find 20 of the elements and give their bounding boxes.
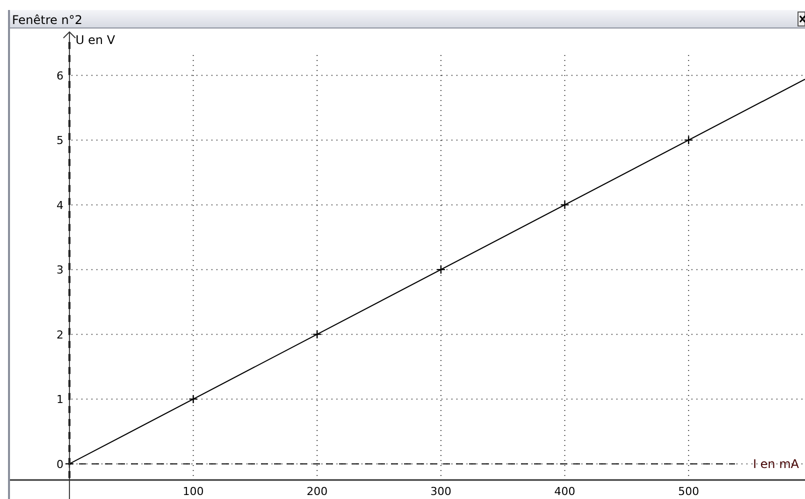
y-tick-label: 0 <box>56 458 64 471</box>
x-tick-label: 400 <box>554 485 576 498</box>
x-tick-label: 200 <box>306 485 328 498</box>
point <box>436 264 446 274</box>
y-tick-label: 1 <box>56 393 64 406</box>
point <box>684 135 694 145</box>
point <box>188 394 198 404</box>
point <box>560 200 570 210</box>
y-axis-title: U en V <box>75 33 116 47</box>
y-tick-label: 3 <box>56 264 64 277</box>
y-tick-label: 6 <box>56 69 64 82</box>
y-tick-label: 5 <box>56 134 64 148</box>
y-tick-label: 4 <box>56 198 64 212</box>
point <box>312 330 322 339</box>
x-tick-label: 300 <box>430 485 452 498</box>
y-tick-label: 2 <box>56 328 64 342</box>
x-axis-title: I en mA <box>752 456 800 471</box>
x-tick-label: 500 <box>678 485 700 498</box>
chart-title: Fenêtre n°2 <box>12 13 82 27</box>
x-tick-label: 100 <box>182 485 204 498</box>
